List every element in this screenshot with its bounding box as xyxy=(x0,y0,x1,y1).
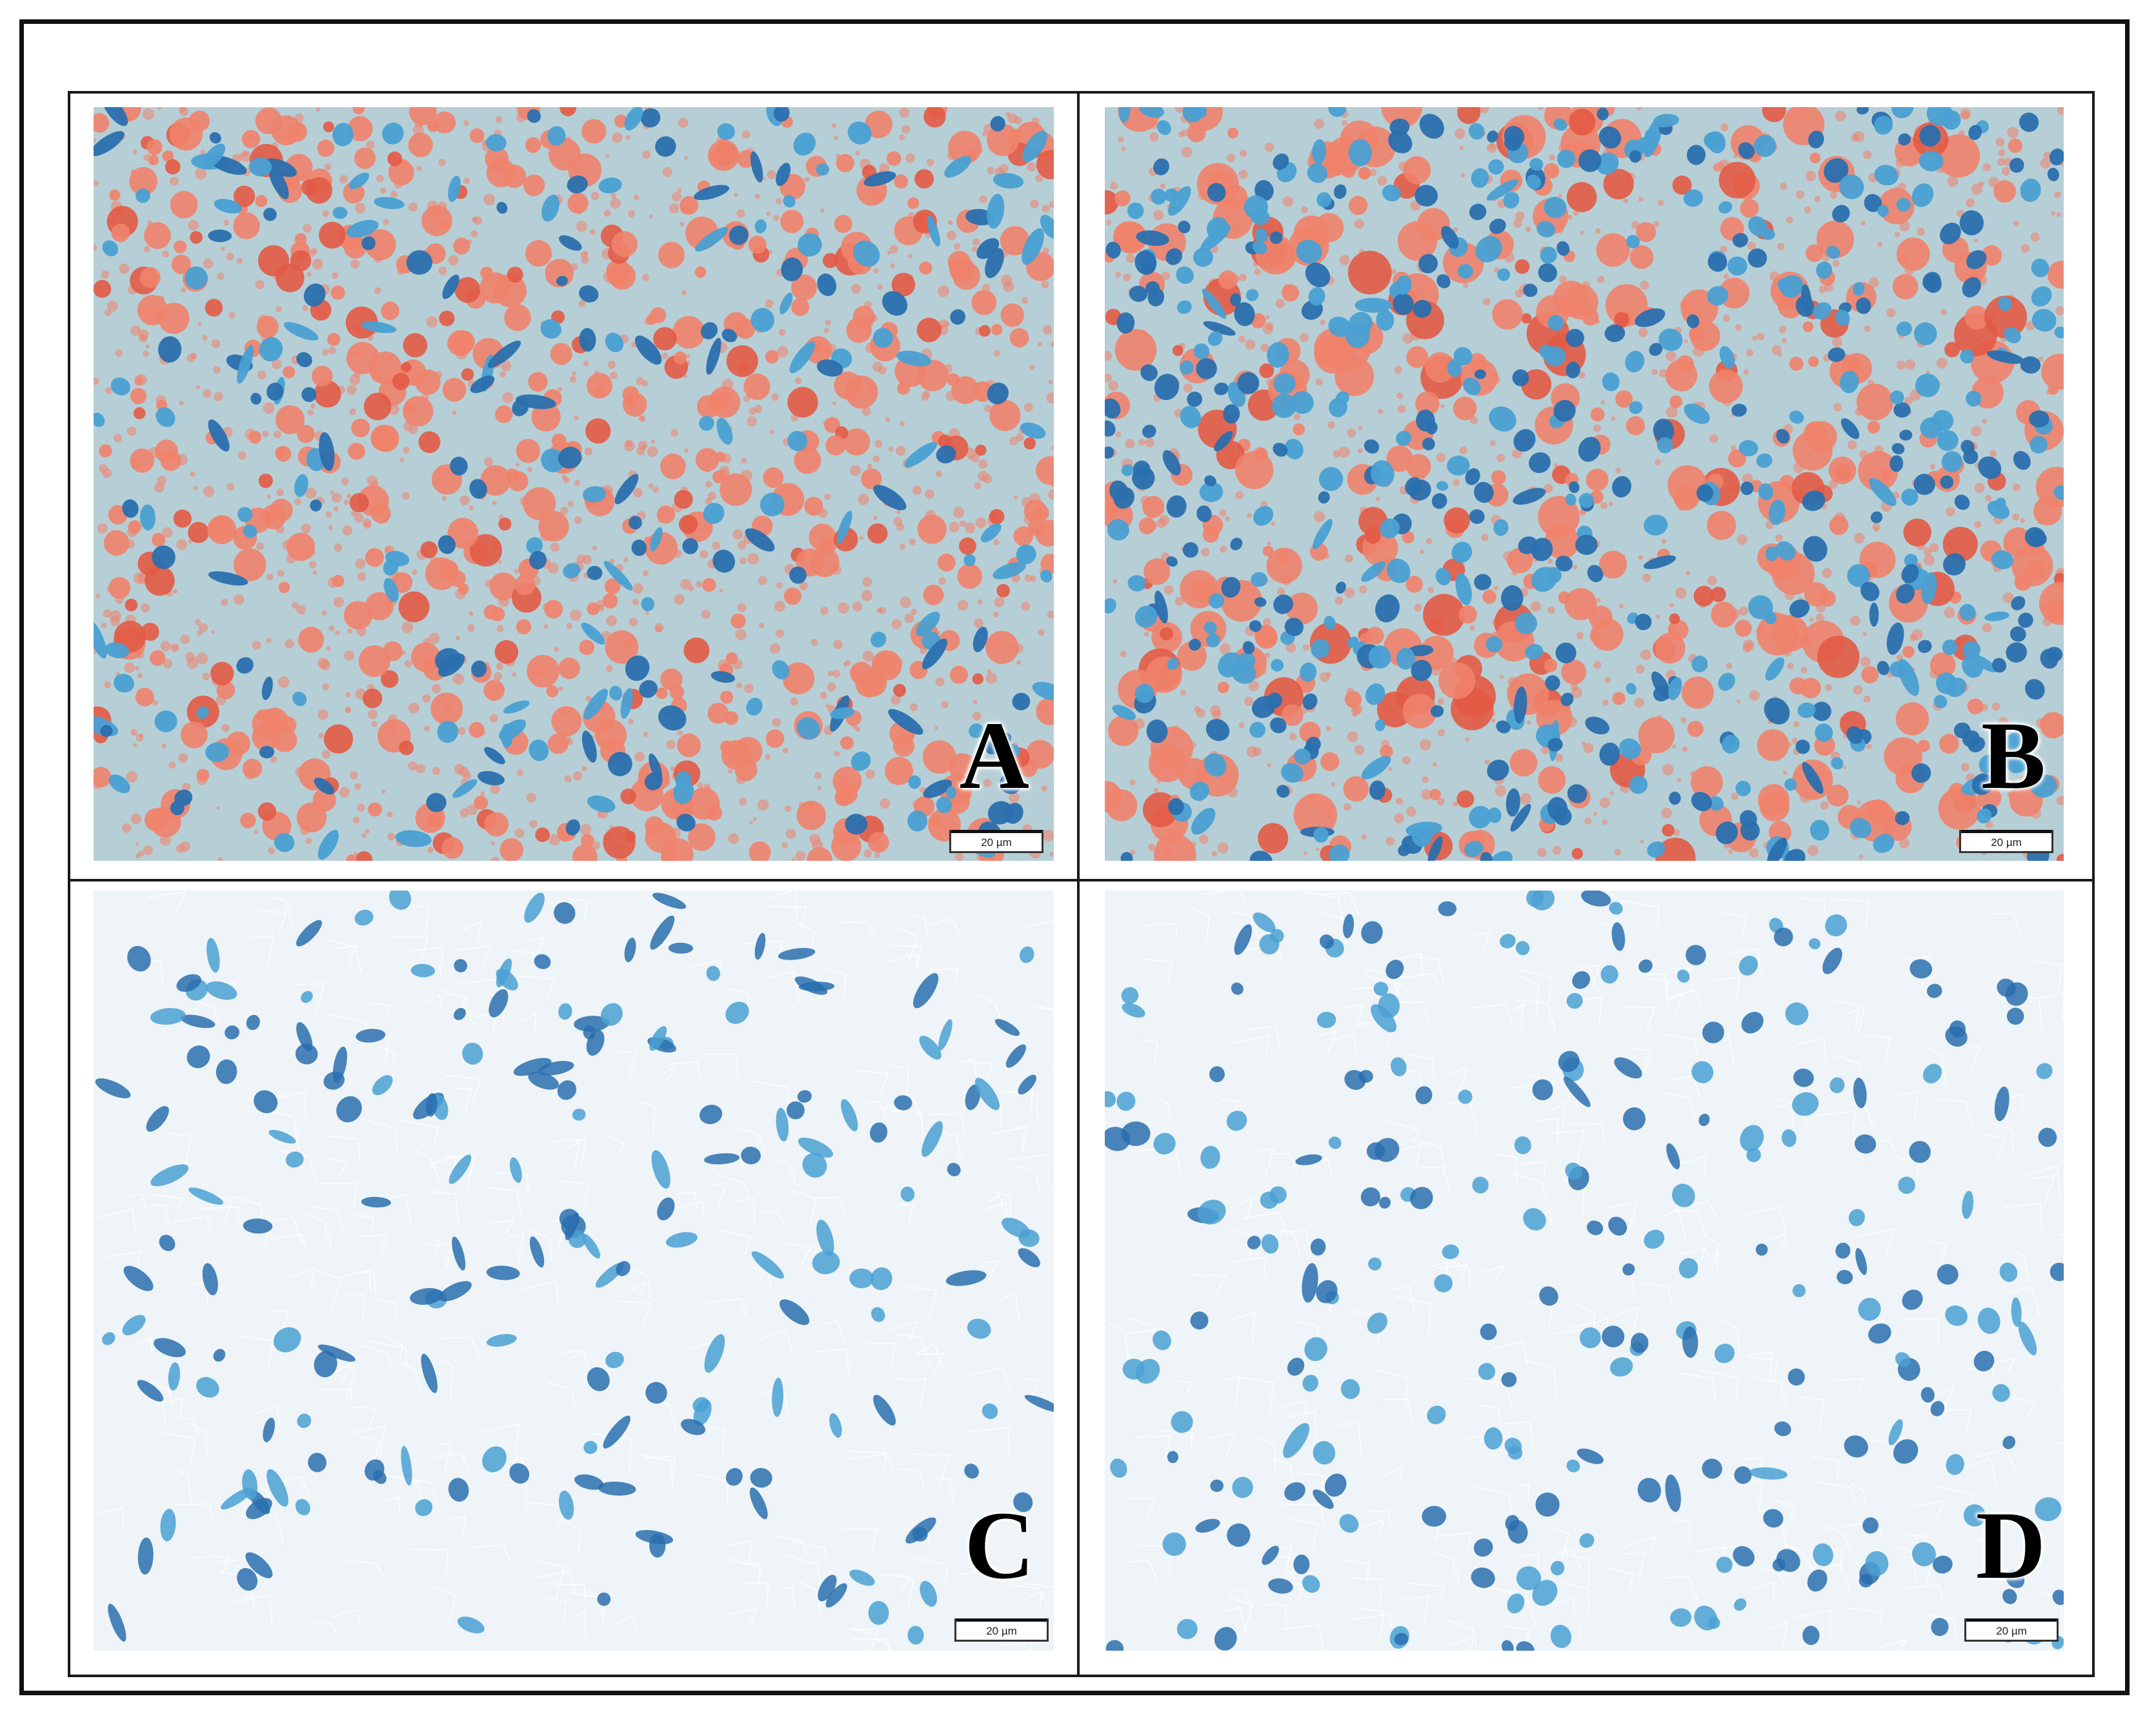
grid-divider-vertical xyxy=(1077,94,1080,1675)
micrograph-panel-b: B 20 µm xyxy=(1105,107,2064,861)
panel-label-b: B xyxy=(1980,702,2046,809)
scale-bar-d: 20 µm xyxy=(1964,1618,2059,1642)
scale-bar-a: 20 µm xyxy=(949,830,1043,853)
panel-grid xyxy=(68,91,2095,1677)
micrograph-image-d xyxy=(1105,891,2064,1651)
micrograph-image-b xyxy=(1105,107,2064,861)
micrograph-panel-d: D 20 µm xyxy=(1105,891,2064,1651)
panel-label-c: C xyxy=(964,1492,1034,1599)
micrograph-image-a xyxy=(94,107,1054,861)
panel-label-d: D xyxy=(1975,1492,2046,1599)
scale-bar-b: 20 µm xyxy=(1959,830,2053,853)
panel-label-a: A xyxy=(959,702,1029,809)
scale-bar-c: 20 µm xyxy=(954,1618,1049,1642)
grid-divider-horizontal xyxy=(70,879,2092,881)
micrograph-panel-a: A 20 µm xyxy=(94,107,1054,861)
micrograph-panel-c: C 20 µm xyxy=(94,891,1054,1651)
micrograph-image-c xyxy=(94,891,1054,1651)
